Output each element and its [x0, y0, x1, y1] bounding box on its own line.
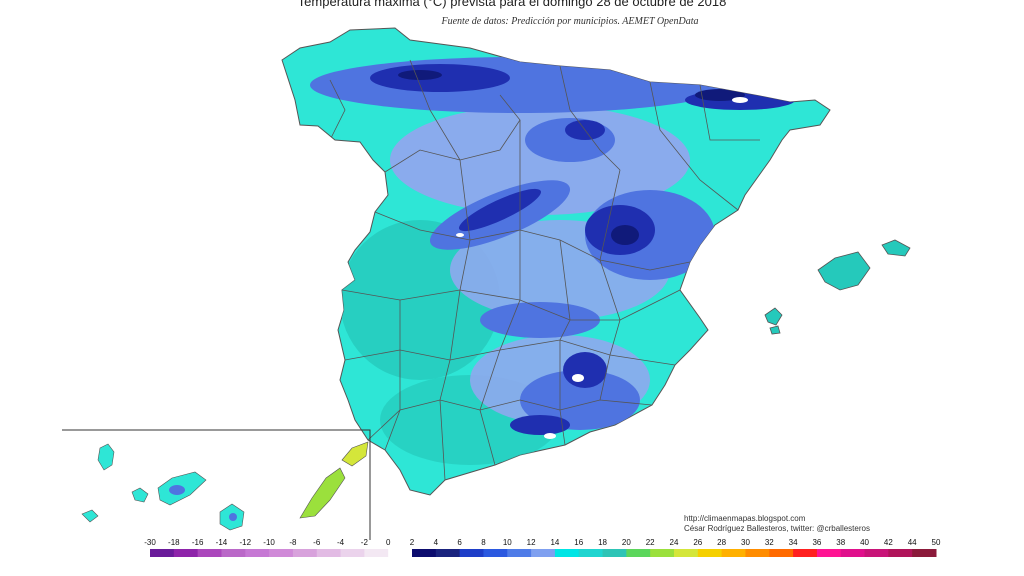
balearic-islands [764, 239, 911, 335]
legend-swatch [554, 549, 580, 557]
legend-tick-label: -16 [192, 538, 204, 547]
legend-swatch [316, 549, 342, 557]
legend-tick-label: -30 [144, 538, 156, 547]
legend-tick-label: 6 [457, 538, 462, 547]
credit-author: César Rodríguez Ballesteros, twitter: @c… [684, 524, 870, 533]
legend-tick-label: 32 [765, 538, 774, 547]
legend-swatch [483, 549, 508, 557]
legend-tick-label: 16 [574, 538, 583, 547]
legend-swatch [221, 549, 246, 557]
legend-swatch [912, 549, 937, 557]
legend-tick-label: 22 [646, 538, 655, 547]
legend-swatch [459, 549, 484, 557]
legend-swatch [602, 549, 627, 557]
legend-swatch [793, 549, 818, 557]
legend-swatch [650, 549, 675, 557]
legend-tick-label: 28 [717, 538, 726, 547]
legend-tick-label: -2 [361, 538, 369, 547]
legend-swatch [173, 549, 199, 557]
legend-swatch [745, 549, 770, 557]
legend-swatch [507, 549, 532, 557]
credit-url: http://climaenmapas.blogspot.com [684, 514, 806, 523]
legend-tick-label: 40 [860, 538, 869, 547]
legend-tick-label: 12 [527, 538, 536, 547]
color-scale-ticks: -30 -18 -16 -14 -12 -10 -8 -6 -4 -2 0 2 4 6 8 10 12 14 16 1… [144, 538, 941, 547]
legend-swatch [769, 549, 794, 557]
legend-swatch [864, 549, 889, 557]
legend-tick-label: -12 [239, 538, 251, 547]
legend-swatch [888, 549, 913, 557]
spain-mainland [281, 27, 831, 496]
legend-tick-label: 18 [598, 538, 607, 547]
legend-swatch [840, 549, 866, 557]
legend-tick-label: 30 [741, 538, 750, 547]
legend-swatch [292, 549, 318, 557]
legend-swatch [150, 549, 175, 557]
legend-tick-label: 36 [812, 538, 821, 547]
legend-swatch [269, 549, 294, 557]
legend-tick-label: 44 [908, 538, 917, 547]
legend-swatch [674, 549, 699, 557]
legend-tick-label: 34 [789, 538, 798, 547]
legend-tick-label: 10 [503, 538, 512, 547]
color-scale-legend [150, 549, 937, 557]
legend-tick-label: -14 [216, 538, 228, 547]
legend-swatch [626, 549, 651, 557]
legend-tick-label: 50 [932, 538, 941, 547]
legend-swatch [435, 549, 461, 557]
legend-swatch [721, 549, 746, 557]
map-subtitle: Fuente de datos: Predicción por municipi… [441, 16, 699, 27]
legend-tick-label: 42 [884, 538, 893, 547]
legend-tick-label: 8 [481, 538, 486, 547]
legend-swatch [245, 549, 270, 557]
legend-swatch [197, 549, 222, 557]
legend-tick-label: -18 [168, 538, 180, 547]
legend-tick-label: -4 [337, 538, 345, 547]
legend-tick-label: 0 [386, 538, 391, 547]
legend-tick-label: -6 [313, 538, 321, 547]
legend-swatch [388, 549, 413, 557]
legend-tick-label: 14 [550, 538, 559, 547]
map-title: Temperatura máxima (°C) prevista para el… [297, 0, 727, 9]
canary-inset [62, 429, 371, 540]
legend-swatch [340, 549, 365, 557]
legend-swatch [697, 549, 723, 557]
legend-tick-label: 20 [622, 538, 631, 547]
legend-tick-label: 2 [410, 538, 415, 547]
legend-tick-label: 38 [836, 538, 845, 547]
legend-tick-label: 26 [693, 538, 702, 547]
legend-tick-label: -10 [263, 538, 275, 547]
legend-tick-label: -8 [289, 538, 297, 547]
legend-swatch [531, 549, 556, 557]
legend-tick-label: 24 [670, 538, 679, 547]
legend-tick-label: 4 [434, 538, 439, 547]
legend-swatch [364, 549, 389, 557]
legend-swatch [578, 549, 604, 557]
legend-swatch [816, 549, 842, 557]
legend-swatch [412, 549, 437, 557]
